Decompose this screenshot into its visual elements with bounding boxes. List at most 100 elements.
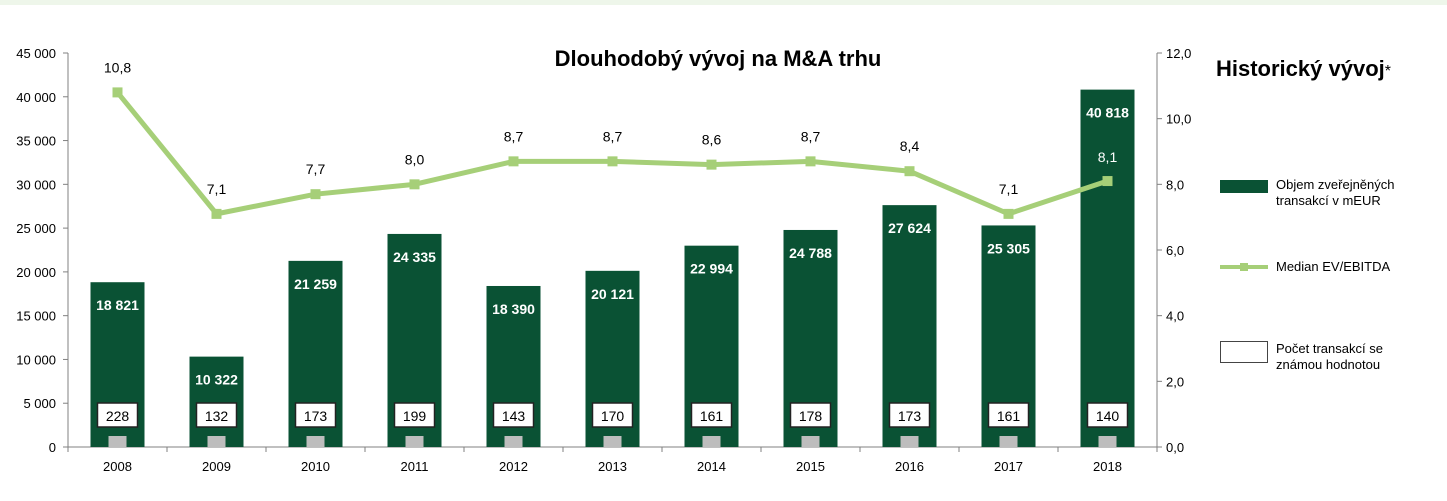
base-marker-2014 <box>702 436 721 447</box>
bar-value-label: 40 818 <box>1086 105 1129 121</box>
count-box <box>987 402 1030 428</box>
median-value-label: 7,1 <box>207 181 227 197</box>
median-value-label: 8,7 <box>504 128 524 144</box>
count-box <box>1086 402 1129 428</box>
count-label: 173 <box>898 408 922 424</box>
median-point-2011 <box>409 179 420 190</box>
count-box <box>294 402 337 428</box>
count-label: 173 <box>304 408 328 424</box>
left-tick-label: 5 000 <box>23 396 56 411</box>
side-title-mark: * <box>1384 63 1391 80</box>
bar-value-label: 21 259 <box>294 276 337 292</box>
x-tick-label: 2018 <box>1093 459 1122 474</box>
count-box <box>96 402 139 428</box>
median-value-label: 8,6 <box>702 132 722 148</box>
base-marker-2008 <box>108 436 127 447</box>
count-box <box>591 402 634 428</box>
median-value-label: 8,1 <box>1098 149 1118 165</box>
count-label: 161 <box>997 408 1021 424</box>
base-marker-2010 <box>306 436 325 447</box>
bar-2009 <box>189 356 244 447</box>
median-point-2013 <box>607 156 618 167</box>
count-box <box>888 402 931 428</box>
x-tick-label: 2011 <box>401 459 429 474</box>
bar-value-label: 25 305 <box>987 240 1030 256</box>
left-tick-label: 35 000 <box>16 134 56 149</box>
left-tick-label: 20 000 <box>16 265 56 280</box>
count-label: 228 <box>106 408 130 424</box>
legend-item-median: Median EV/EBITDA <box>1220 259 1426 275</box>
left-tick-label: 40 000 <box>16 90 56 105</box>
x-tick-label: 2013 <box>598 459 627 474</box>
right-tick-label: 2,0 <box>1166 374 1184 389</box>
x-tick-label: 2014 <box>697 459 726 474</box>
bar-2018 <box>1080 89 1135 448</box>
left-tick-label: 0 <box>49 440 56 455</box>
median-value-label: 7,1 <box>999 181 1019 197</box>
median-point-2008 <box>112 87 123 98</box>
count-label: 140 <box>1096 408 1120 424</box>
median-point-2017 <box>1003 208 1014 219</box>
side-title: Historický vývoj* <box>1216 56 1391 81</box>
x-tick-label: 2008 <box>103 459 132 474</box>
base-marker-2016 <box>900 436 919 447</box>
legend-item-count: Počet transakcí se známou hodnotou <box>1220 341 1426 373</box>
median-value-label: 8,0 <box>405 151 425 167</box>
base-marker-2012 <box>504 436 523 447</box>
count-box <box>789 402 832 428</box>
count-label: 178 <box>799 408 823 424</box>
legend-item-volume: Objem zveřejněných transakcí v mEUR <box>1220 177 1426 209</box>
base-marker-2017 <box>999 436 1018 447</box>
left-tick-label: 15 000 <box>16 309 56 324</box>
bar-value-label: 10 322 <box>195 372 238 388</box>
left-tick-label: 30 000 <box>16 177 56 192</box>
count-label: 170 <box>601 408 625 424</box>
bar-value-label: 24 335 <box>393 249 436 265</box>
median-point-2010 <box>310 189 321 200</box>
count-label: 132 <box>205 408 229 424</box>
median-point-2009 <box>211 208 222 219</box>
legend-swatch-bar <box>1220 180 1268 193</box>
bar-value-label: 22 994 <box>690 261 733 277</box>
bar-value-label: 20 121 <box>591 286 634 302</box>
count-label: 199 <box>403 408 427 424</box>
median-point-2016 <box>904 166 915 177</box>
right-tick-label: 0,0 <box>1166 440 1184 455</box>
left-tick-label: 10 000 <box>16 352 56 367</box>
legend-swatch-line <box>1220 259 1268 275</box>
median-point-2014 <box>706 159 717 170</box>
right-tick-label: 8,0 <box>1166 177 1184 192</box>
x-tick-label: 2017 <box>994 459 1023 474</box>
median-point-2012 <box>508 156 519 167</box>
median-point-2015 <box>805 156 816 167</box>
x-tick-label: 2009 <box>202 459 231 474</box>
count-label: 161 <box>700 408 724 424</box>
left-tick-label: 45 000 <box>16 46 56 61</box>
base-marker-2009 <box>207 436 226 447</box>
count-label: 143 <box>502 408 526 424</box>
legend-label-count: Počet transakcí se známou hodnotou <box>1276 341 1383 372</box>
right-tick-label: 4,0 <box>1166 309 1184 324</box>
count-box <box>393 402 436 428</box>
chart-title: Dlouhodobý vývoj na M&A trhu <box>555 46 882 71</box>
legend-label-volume: Objem zveřejněných transakcí v mEUR <box>1276 177 1395 208</box>
x-tick-label: 2010 <box>301 459 330 474</box>
count-box <box>195 402 238 428</box>
top-accent-bar <box>0 0 1447 5</box>
right-tick-label: 10,0 <box>1166 112 1191 127</box>
median-value-label: 8,7 <box>603 128 623 144</box>
median-value-label: 10,8 <box>104 59 131 75</box>
median-value-label: 7,7 <box>306 161 326 177</box>
left-tick-label: 25 000 <box>16 221 56 236</box>
median-point-2018 <box>1102 176 1113 187</box>
bar-value-label: 24 788 <box>789 245 832 261</box>
x-tick-label: 2015 <box>796 459 825 474</box>
bar-value-label: 18 390 <box>492 301 535 317</box>
right-tick-label: 6,0 <box>1166 243 1184 258</box>
x-tick-label: 2016 <box>895 459 924 474</box>
median-line <box>115 90 1109 217</box>
x-tick-label: 2012 <box>499 459 528 474</box>
base-marker-2011 <box>405 436 424 447</box>
right-tick-label: 12,0 <box>1166 46 1191 61</box>
